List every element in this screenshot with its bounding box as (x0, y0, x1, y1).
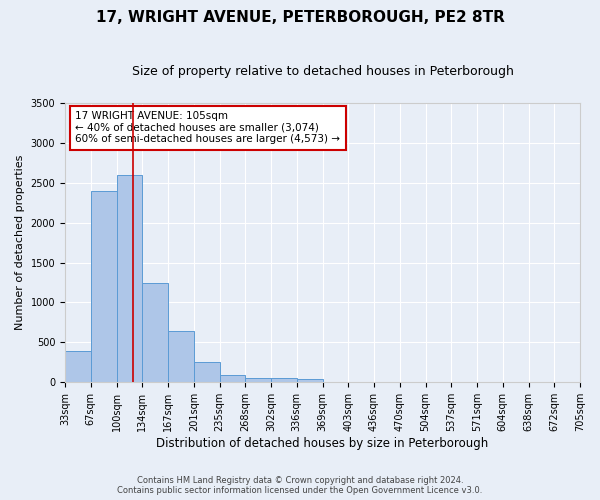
Bar (65, 351, 91, 382)
Bar (297, 379, 323, 382)
Bar (142, 284, 168, 382)
Bar (194, 362, 220, 382)
Text: 17 WRIGHT AVENUE: 105sqm
← 40% of detached houses are smaller (3,074)
60% of sem: 17 WRIGHT AVENUE: 105sqm ← 40% of detach… (76, 111, 340, 144)
Title: Size of property relative to detached houses in Peterborough: Size of property relative to detached ho… (131, 65, 514, 78)
Y-axis label: Number of detached properties: Number of detached properties (15, 155, 25, 330)
Bar (168, 331, 194, 382)
Bar (220, 375, 245, 382)
Bar (116, 174, 142, 382)
Bar (271, 378, 297, 382)
Text: Contains HM Land Registry data © Crown copyright and database right 2024.
Contai: Contains HM Land Registry data © Crown c… (118, 476, 482, 495)
Text: 17, WRIGHT AVENUE, PETERBOROUGH, PE2 8TR: 17, WRIGHT AVENUE, PETERBOROUGH, PE2 8TR (95, 10, 505, 25)
X-axis label: Distribution of detached houses by size in Peterborough: Distribution of detached houses by size … (157, 437, 488, 450)
Bar (91, 190, 116, 382)
Bar (245, 378, 271, 382)
